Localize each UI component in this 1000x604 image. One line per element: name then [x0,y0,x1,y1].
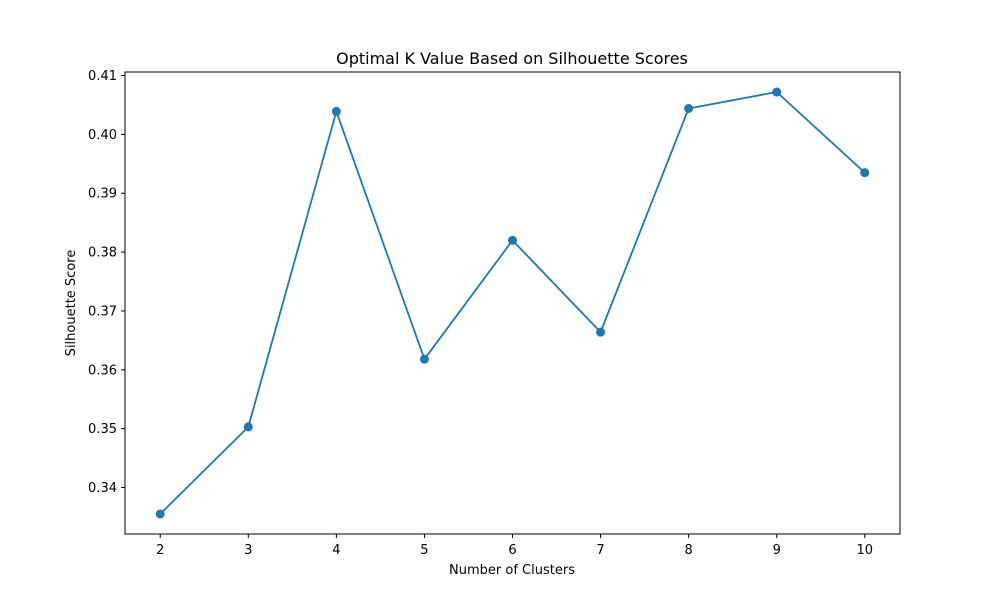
x-axis-label: Number of Clusters [449,563,575,578]
y-axis-label: Silhouette Score [64,250,79,357]
y-tick-label: 0.39 [88,187,117,202]
data-point [419,354,429,364]
data-point [508,235,517,245]
x-tick-label: 3 [244,543,252,558]
series-layer [155,87,870,519]
x-tick-label: 2 [156,543,164,558]
x-tick-label: 6 [508,543,516,558]
y-tick-label: 0.36 [88,363,117,378]
data-point [772,87,782,97]
y-tick-label: 0.35 [88,422,117,437]
x-tick-label: 7 [596,543,604,558]
data-point [331,106,341,116]
y-tick-label: 0.34 [88,481,117,496]
x-tick-label: 4 [332,543,340,558]
y-axis-ticks: 0.34 0.35 0.36 0.37 0.38 0.39 0.40 0.41 [88,69,125,496]
x-tick-label: 10 [856,543,873,558]
data-point [860,168,870,178]
chart-title: Optimal K Value Based on Silhouette Scor… [336,49,688,68]
x-tick-label: 9 [773,543,781,558]
y-tick-label: 0.40 [88,128,117,143]
data-point [596,327,606,337]
data-point [243,422,253,432]
y-tick-label: 0.37 [88,304,117,319]
x-tick-label: 8 [684,543,692,558]
data-point [155,509,165,519]
x-axis-ticks: 2 3 4 5 6 7 8 9 10 [156,534,873,558]
data-point [684,103,694,113]
x-tick-label: 5 [420,543,428,558]
y-tick-label: 0.38 [88,246,117,261]
y-tick-label: 0.41 [88,69,117,84]
plot-area [125,72,900,534]
